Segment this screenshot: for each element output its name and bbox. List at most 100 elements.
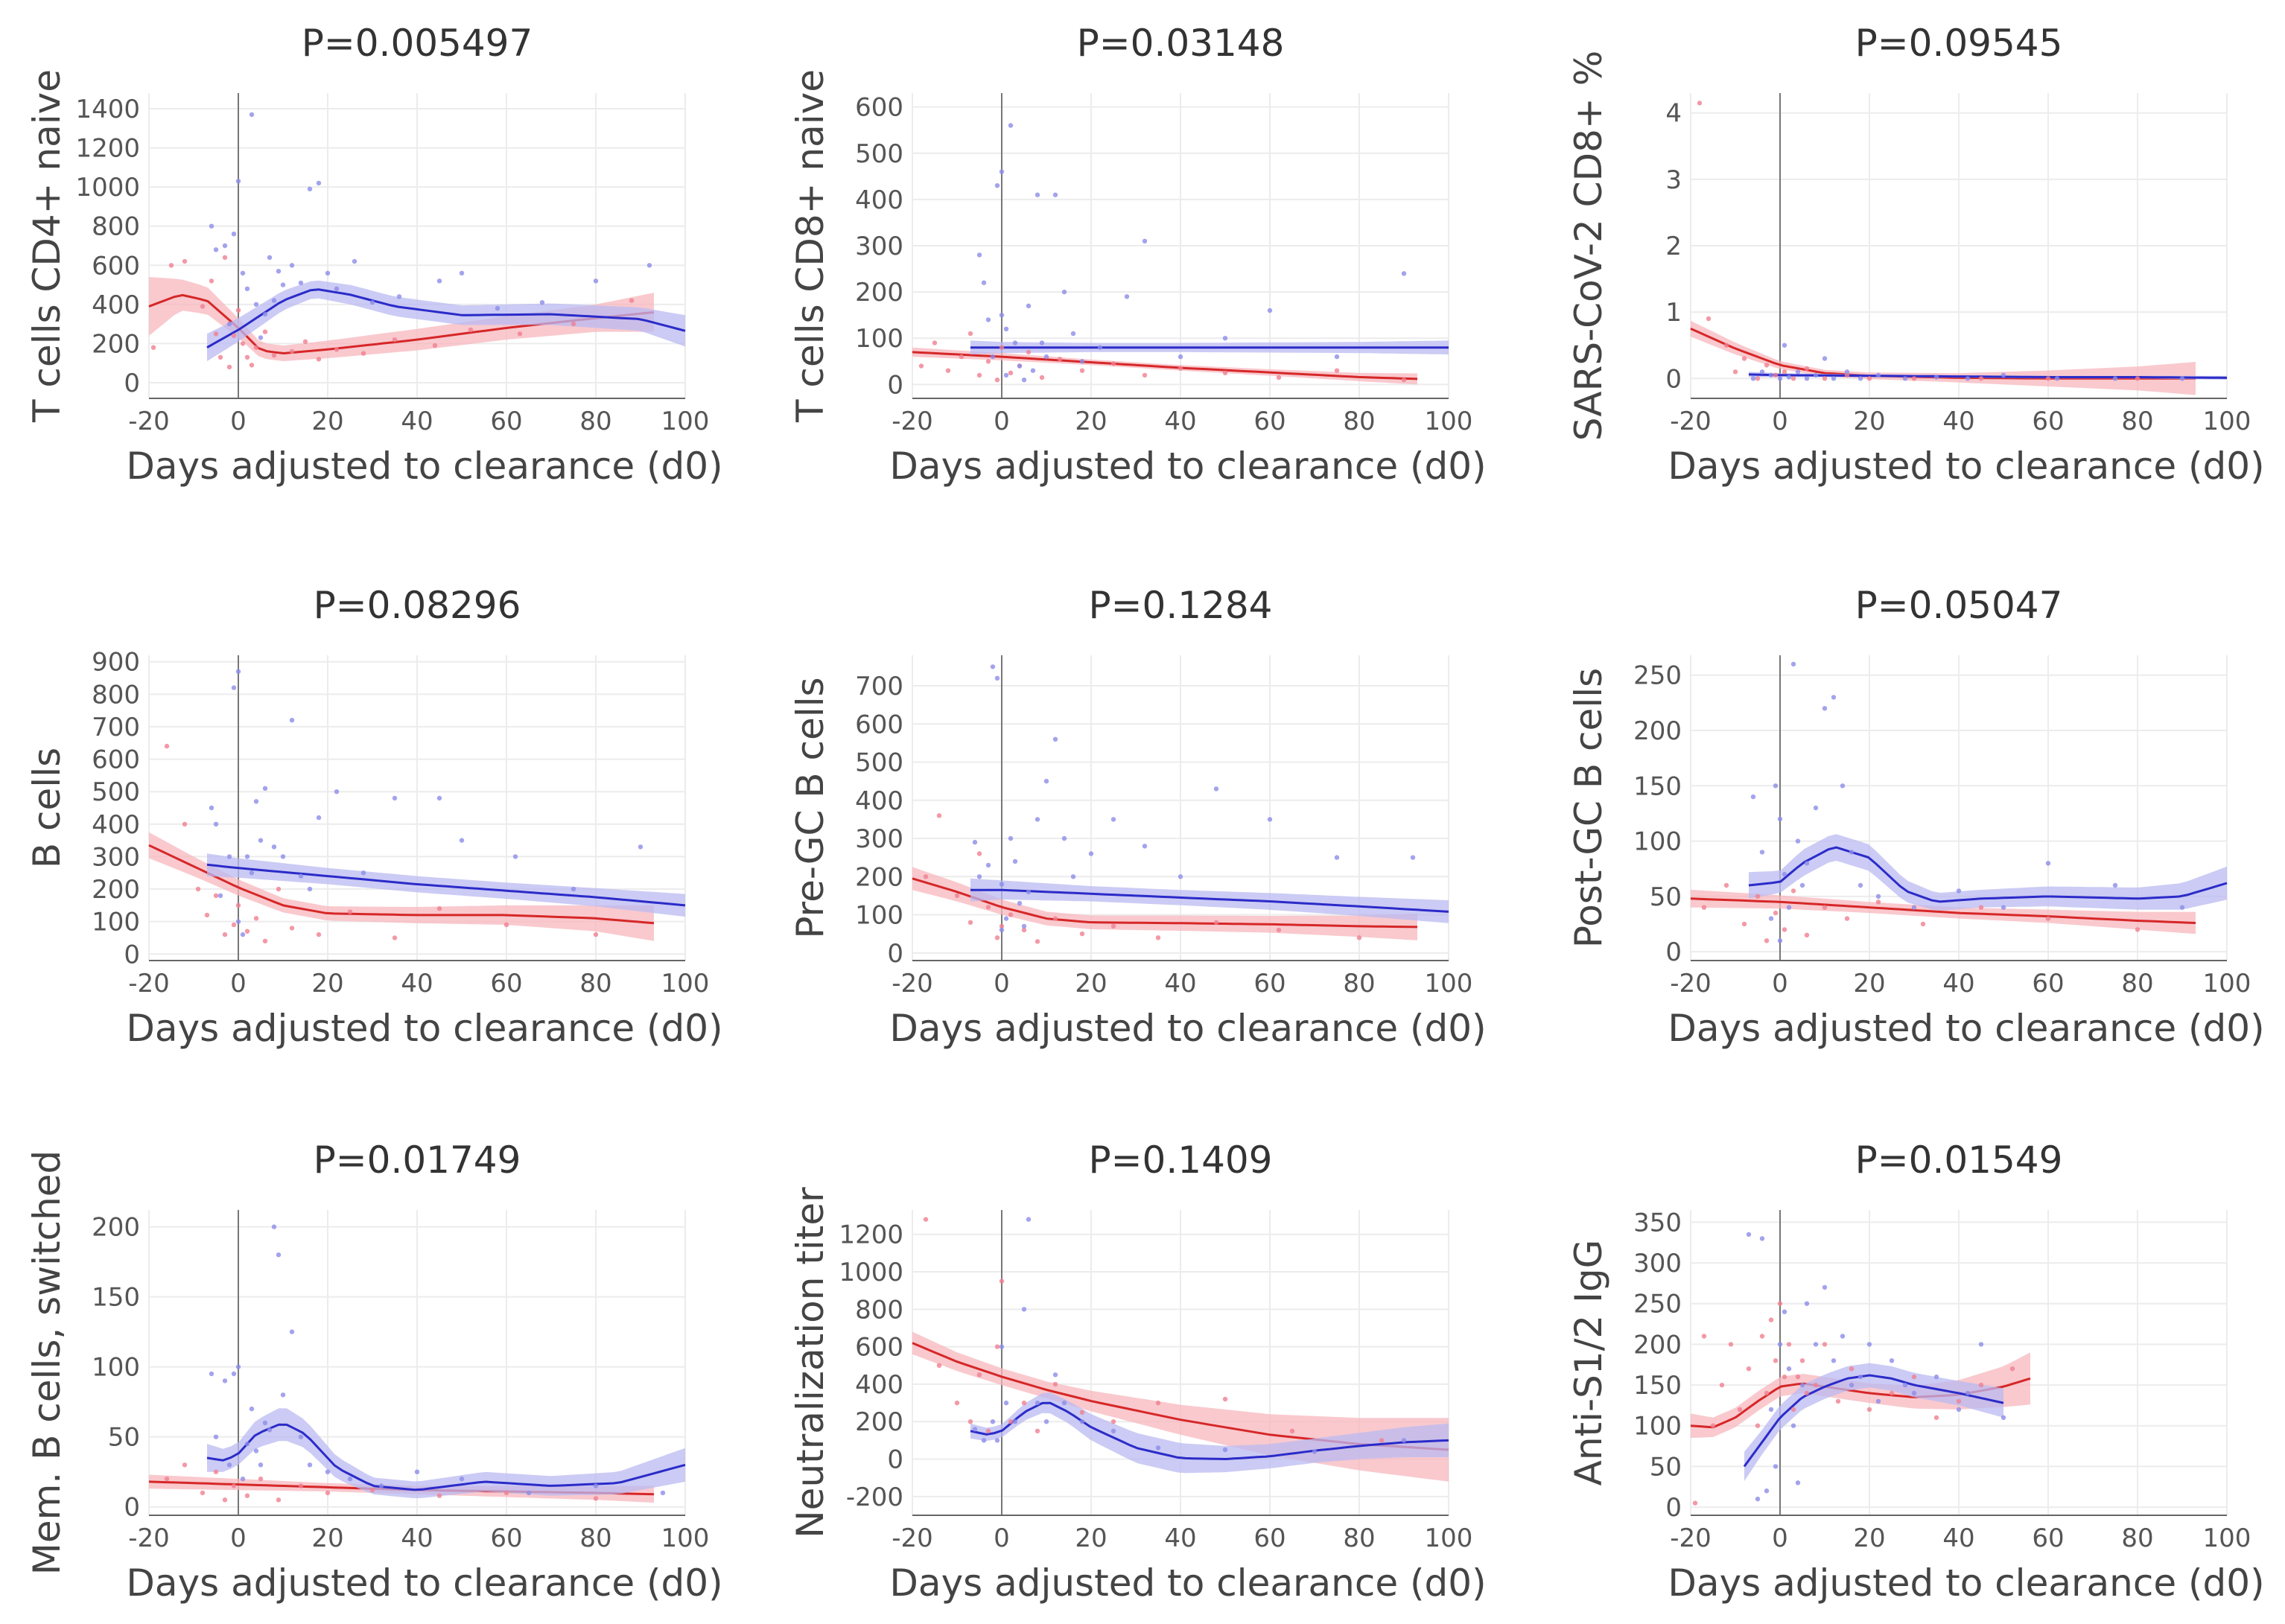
blue-data-point (240, 270, 246, 276)
red-data-point (1178, 366, 1183, 371)
x-tick-label: 20 (1853, 1523, 1885, 1553)
red-data-point (967, 1419, 973, 1424)
blue-data-point (999, 169, 1005, 174)
blue-data-point (1831, 376, 1837, 381)
blue-data-point (1003, 326, 1009, 331)
blue-data-point (999, 927, 1005, 933)
blue-data-point (1795, 1480, 1801, 1486)
blue-data-point (298, 1434, 304, 1439)
blue-confidence-band (207, 1408, 685, 1499)
x-tick-label: 40 (401, 969, 433, 999)
x-tick-label: -20 (1670, 407, 1712, 436)
y-tick-label: 300 (92, 842, 140, 872)
red-data-point (1866, 376, 1872, 381)
blue-data-point (638, 844, 643, 850)
blue-data-point (459, 270, 465, 276)
blue-data-point (1813, 805, 1819, 811)
blue-data-point (1003, 1400, 1009, 1406)
red-data-point (967, 331, 973, 337)
panel-5: -20 0 20 40 60 80 1000100200300400500600700P=0… (789, 584, 1487, 1050)
blue-data-point (231, 685, 237, 690)
blue-data-point (1768, 916, 1774, 921)
red-confidence-band (1691, 1352, 2030, 1439)
red-data-point (923, 874, 929, 879)
red-data-point (222, 932, 228, 937)
y-tick-label: 250 (1633, 1290, 1682, 1319)
y-tick-label: 0 (887, 939, 903, 969)
blue-data-point (307, 1462, 313, 1468)
red-data-point (226, 364, 232, 370)
y-tick-label: 50 (1650, 882, 1682, 912)
red-data-point (2045, 916, 2051, 921)
red-data-point (244, 354, 250, 360)
red-data-point (1822, 376, 1828, 381)
red-confidence-band (912, 867, 1417, 940)
red-data-point (1155, 935, 1161, 940)
red-data-point (1719, 1382, 1725, 1388)
panel-title: P=0.1284 (1089, 584, 1273, 627)
red-data-point (276, 1497, 282, 1503)
panel-3: -20 0 20 40 60 80 100 0 1 2 3 4 P=0.09545 Days adjust… (1567, 22, 2265, 488)
panel-1: -20 0 20 40 60 80 1000200400600800100012001400… (25, 22, 723, 488)
blue-data-point (334, 286, 340, 291)
red-fit-line (1690, 897, 2196, 924)
blue-data-point (1088, 851, 1094, 856)
red-data-point (571, 321, 576, 327)
blue-confidence-band (207, 853, 685, 917)
x-tick-label: 40 (1164, 969, 1196, 999)
red-data-point (1057, 357, 1063, 362)
red-data-point (1978, 905, 1984, 910)
blue-data-point (325, 1469, 331, 1474)
blue-data-point (217, 893, 223, 899)
red-data-point (1933, 1415, 1939, 1421)
red-data-point (593, 932, 599, 937)
y-tick-label: 2 (1665, 232, 1682, 261)
red-data-point (1813, 1382, 1819, 1388)
blue-data-point (249, 870, 255, 876)
red-data-point (468, 327, 474, 333)
blue-data-point (593, 1483, 599, 1488)
blue-data-point (660, 1490, 666, 1496)
y-axis-title: Anti-S1/2 IgG (1567, 1240, 1610, 1486)
panel-title: P=0.08296 (314, 584, 521, 627)
blue-data-point (1026, 303, 1032, 308)
red-data-point (1142, 372, 1148, 378)
red-data-point (1911, 1374, 1917, 1380)
panel-7: -20 0 20 40 60 80 100050100150200P=0.01749Days… (25, 1139, 723, 1605)
blue-data-point (1052, 192, 1058, 197)
blue-data-point (209, 805, 214, 811)
x-axis-title: Days adjusted to clearance (d0) (889, 1561, 1486, 1605)
blue-data-point (240, 932, 246, 937)
red-data-point (1155, 1400, 1161, 1406)
x-tick-label: 40 (401, 1523, 433, 1553)
y-tick-label: 700 (855, 672, 903, 701)
blue-data-point (1764, 1488, 1770, 1494)
red-data-point (629, 298, 635, 303)
x-tick-label: 80 (2121, 407, 2153, 436)
y-tick-label: 400 (855, 786, 903, 816)
red-data-point (360, 351, 366, 356)
blue-data-point (369, 300, 375, 305)
blue-data-point (495, 305, 500, 311)
blue-data-point (1043, 1419, 1049, 1424)
red-data-point (231, 922, 237, 928)
blue-data-point (1875, 894, 1881, 899)
blue-data-point (1222, 1447, 1228, 1453)
x-tick-label: 20 (1075, 407, 1107, 436)
panel-title: P=0.03148 (1077, 22, 1285, 65)
red-data-point (253, 916, 259, 921)
x-tick-label: 80 (579, 407, 611, 436)
y-tick-label: 600 (92, 251, 140, 281)
blue-data-point (258, 1462, 264, 1468)
blue-data-point (985, 862, 991, 868)
red-data-point (168, 263, 174, 268)
x-tick-label: 100 (1425, 969, 1473, 999)
red-data-point (959, 354, 964, 360)
red-data-point (1379, 1438, 1385, 1443)
red-data-point (334, 347, 340, 352)
blue-data-point (1026, 889, 1032, 895)
x-tick-label: 60 (2032, 407, 2064, 436)
blue-data-point (262, 1420, 268, 1426)
blue-data-point (1155, 1445, 1161, 1451)
red-data-point (1052, 1381, 1058, 1387)
